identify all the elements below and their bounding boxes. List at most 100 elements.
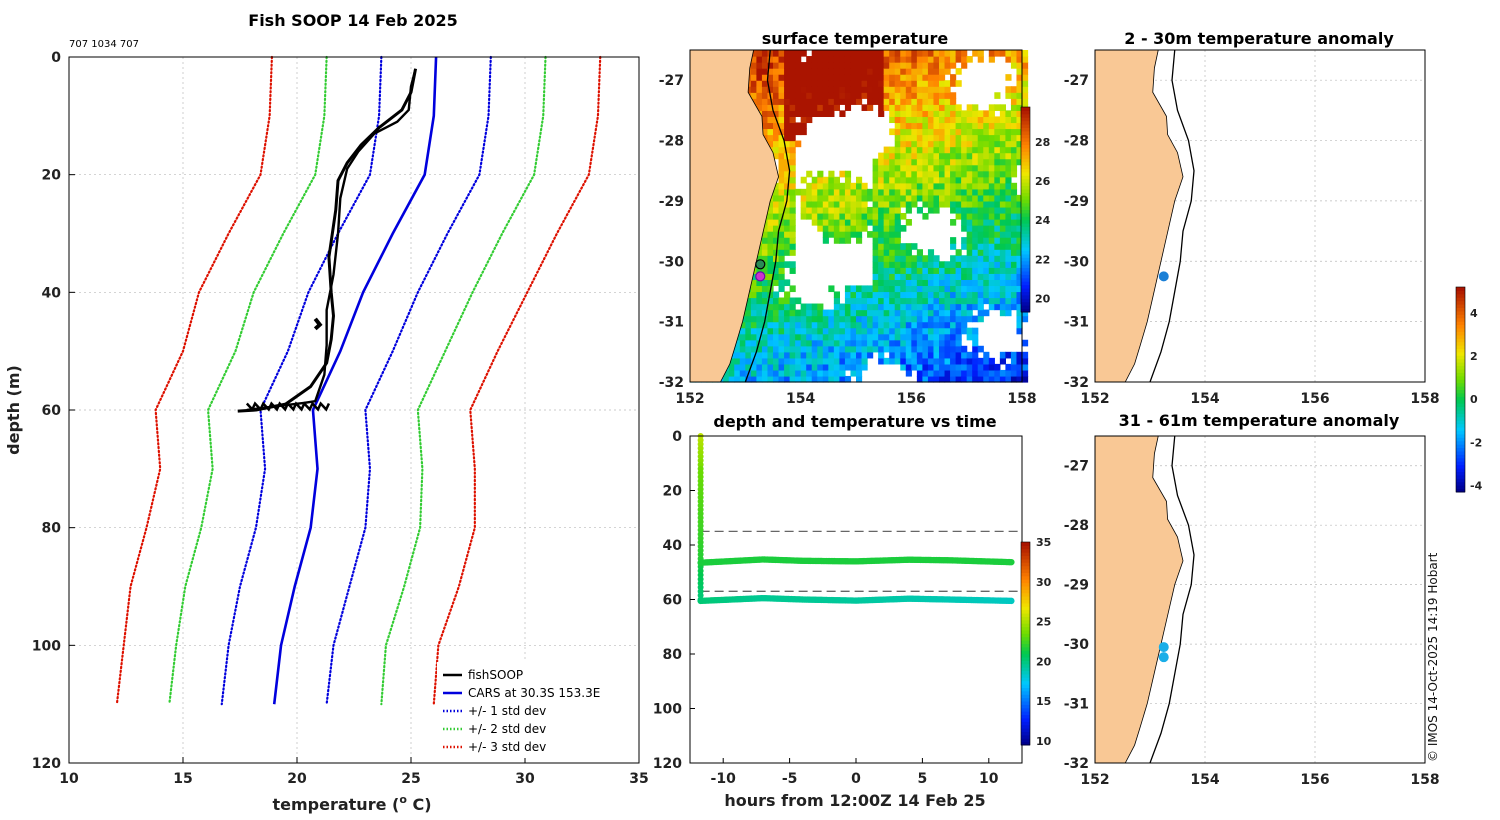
sst-cell [911, 140, 918, 148]
sst-cell [767, 122, 774, 130]
sst-cell [950, 279, 957, 287]
sst-cell [939, 273, 946, 280]
sst-cell [927, 345, 935, 353]
sst-cell [900, 303, 907, 311]
sst-cell [878, 297, 885, 305]
sst-cell [927, 152, 935, 160]
sst-cell [955, 351, 962, 359]
sst-cell [850, 303, 857, 311]
sst-cell [778, 80, 785, 87]
sst-cell [822, 50, 829, 57]
sst-cell [1005, 152, 1012, 160]
sst-cell [922, 267, 929, 274]
sst-cell [856, 231, 863, 238]
sst-cell [844, 339, 852, 347]
sst-cell [911, 128, 918, 136]
sst-cell [789, 315, 796, 323]
sst-cell [778, 369, 785, 377]
sst-cell [972, 110, 979, 117]
sst-cell [911, 170, 918, 178]
sst-cell [961, 345, 968, 353]
sst-cell [761, 243, 769, 250]
sst-cell [1010, 194, 1018, 202]
sst-cell [833, 351, 840, 359]
sst-cell [1010, 86, 1018, 93]
profile-series-cars-mean [272, 56, 438, 705]
sst-cell [900, 327, 907, 335]
sst-cell [856, 363, 863, 371]
sst-cell [933, 303, 940, 311]
sst-cell [894, 219, 901, 226]
sst-cell [795, 80, 802, 87]
sst-cell [966, 194, 973, 202]
sst-cell [922, 357, 929, 365]
sst-cell [900, 134, 907, 142]
ts-xtick-label: -10 [711, 771, 737, 787]
sst-cell [883, 92, 890, 99]
sst-cell [1005, 128, 1012, 136]
sst-cell [1010, 200, 1018, 208]
sst-cell [889, 225, 896, 232]
sst-cell [911, 146, 918, 154]
sst-cell [1010, 369, 1018, 377]
sst-cell [767, 339, 774, 347]
sst-cell [966, 327, 973, 335]
sst-cell [817, 56, 824, 63]
sst-cell [900, 122, 907, 130]
sst-cell [856, 339, 863, 347]
sst-cell [955, 188, 962, 196]
sst-cell [800, 212, 807, 220]
sst-cell [883, 74, 890, 81]
sst-cell [955, 357, 962, 365]
sst-cell [972, 188, 979, 196]
sst-cell [795, 140, 802, 148]
sst-cell [894, 152, 901, 160]
sst-cell [811, 339, 818, 347]
sst-cell [828, 182, 835, 190]
sst-cell [900, 80, 907, 87]
sst-cell [811, 50, 818, 57]
sst-colorbar-segment [1021, 277, 1030, 282]
sst-cell [900, 345, 907, 353]
sst-cell [1022, 80, 1029, 87]
ts-colorbar-segment [1021, 721, 1030, 726]
sst-cell [1005, 255, 1012, 262]
sst-cell [773, 291, 780, 299]
sst-cell [922, 122, 929, 130]
sst-cell [756, 369, 763, 377]
sst-cell [773, 104, 780, 111]
sst-cell [916, 297, 923, 305]
sst-cell [817, 62, 824, 69]
sst-colorbar-segment [1021, 165, 1030, 169]
sst-cell [988, 291, 995, 299]
sst-cell [1022, 86, 1029, 93]
sst-cell [944, 158, 951, 166]
sst-cell [939, 134, 946, 142]
sst-cell [817, 188, 824, 196]
sst-cell [972, 200, 979, 208]
sst-cell [905, 273, 912, 280]
sst-cell [977, 237, 984, 244]
sst-cell [811, 74, 818, 81]
sst-cell [983, 116, 990, 124]
sst-cell [955, 128, 962, 136]
sst-cell [933, 110, 940, 117]
sst-cell [900, 140, 907, 148]
sst-cell [999, 176, 1006, 184]
sst-cell [999, 237, 1006, 244]
sst-cell [850, 339, 857, 347]
sst-cell [773, 309, 780, 317]
sst-cell [883, 206, 890, 214]
sst-cell [988, 212, 995, 220]
ts-colorbar-segment [1021, 640, 1030, 644]
sst-cell [994, 92, 1001, 99]
sst-cell [955, 212, 962, 220]
sst-cell [1016, 243, 1023, 250]
sst-cell [795, 98, 802, 105]
sst-cell [839, 68, 846, 75]
ts-colorbar-segment [1021, 717, 1030, 722]
sst-cell [955, 369, 962, 377]
sst-cell [800, 333, 807, 341]
sst-colorbar-segment [1021, 141, 1030, 146]
sst-cell [922, 152, 929, 160]
